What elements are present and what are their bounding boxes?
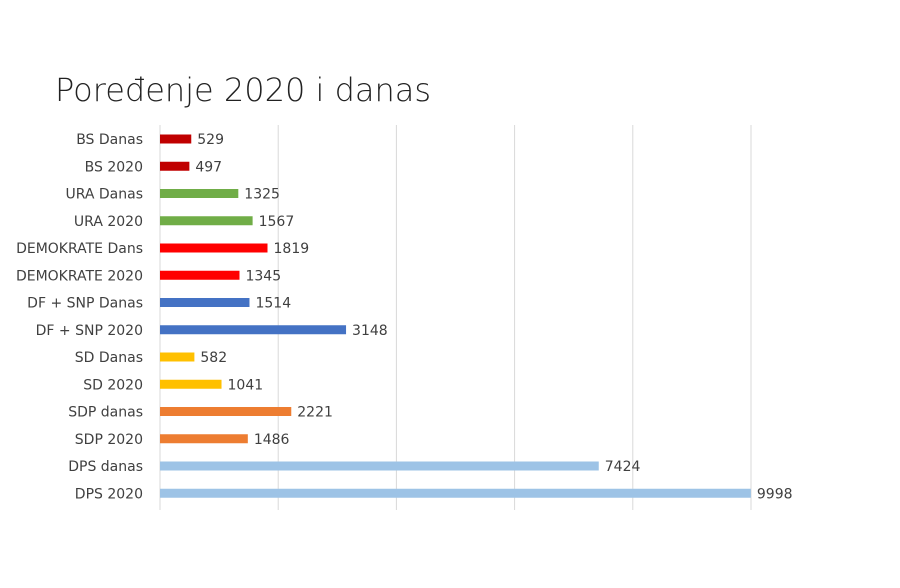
y-tick-label: URA Danas [65, 187, 143, 203]
value-label: 9998 [757, 486, 793, 502]
bar [160, 352, 195, 362]
bar [160, 325, 347, 335]
y-tick-label: DPS 2020 [75, 486, 143, 502]
y-tick-label: SD Danas [75, 350, 143, 366]
y-tick-label: SD 2020 [83, 377, 143, 393]
value-label: 1345 [245, 268, 281, 284]
y-tick-label: BS 2020 [85, 159, 143, 175]
y-tick-label: SDP danas [68, 405, 143, 421]
bar [160, 216, 253, 226]
value-label: 1325 [244, 187, 280, 203]
y-tick-label: URA 2020 [74, 214, 143, 230]
y-tick-label: BS Danas [76, 132, 143, 148]
y-tick-label: SDP 2020 [75, 432, 143, 448]
bar [160, 243, 268, 253]
value-label: 1486 [254, 432, 290, 448]
bar [160, 407, 292, 416]
bar [160, 298, 250, 307]
value-label: 582 [200, 350, 227, 366]
bar [160, 379, 222, 389]
bar [160, 134, 192, 144]
value-label: 1041 [228, 377, 264, 393]
chart-title: Poređenje 2020 i danas [55, 71, 431, 109]
y-tick-label: DPS danas [68, 459, 143, 475]
y-tick-label: DEMOKRATE 2020 [16, 268, 143, 284]
value-label: 2221 [297, 405, 333, 421]
y-tick-label: DF + SNP 2020 [36, 323, 143, 339]
value-label: 1514 [255, 296, 291, 312]
y-tick-label: DEMOKRATE Dans [16, 241, 143, 257]
value-label: 3148 [352, 323, 388, 339]
bar [160, 161, 190, 171]
value-label: 529 [197, 132, 224, 148]
bar [160, 434, 248, 444]
bar [160, 270, 240, 280]
value-label: 497 [195, 159, 222, 175]
value-label: 7424 [605, 459, 641, 475]
bar [160, 488, 751, 498]
bar [160, 189, 239, 198]
y-tick-label: DF + SNP Danas [27, 296, 143, 312]
value-label: 1819 [274, 241, 310, 257]
bar [160, 461, 599, 471]
value-label: 1567 [259, 214, 295, 230]
